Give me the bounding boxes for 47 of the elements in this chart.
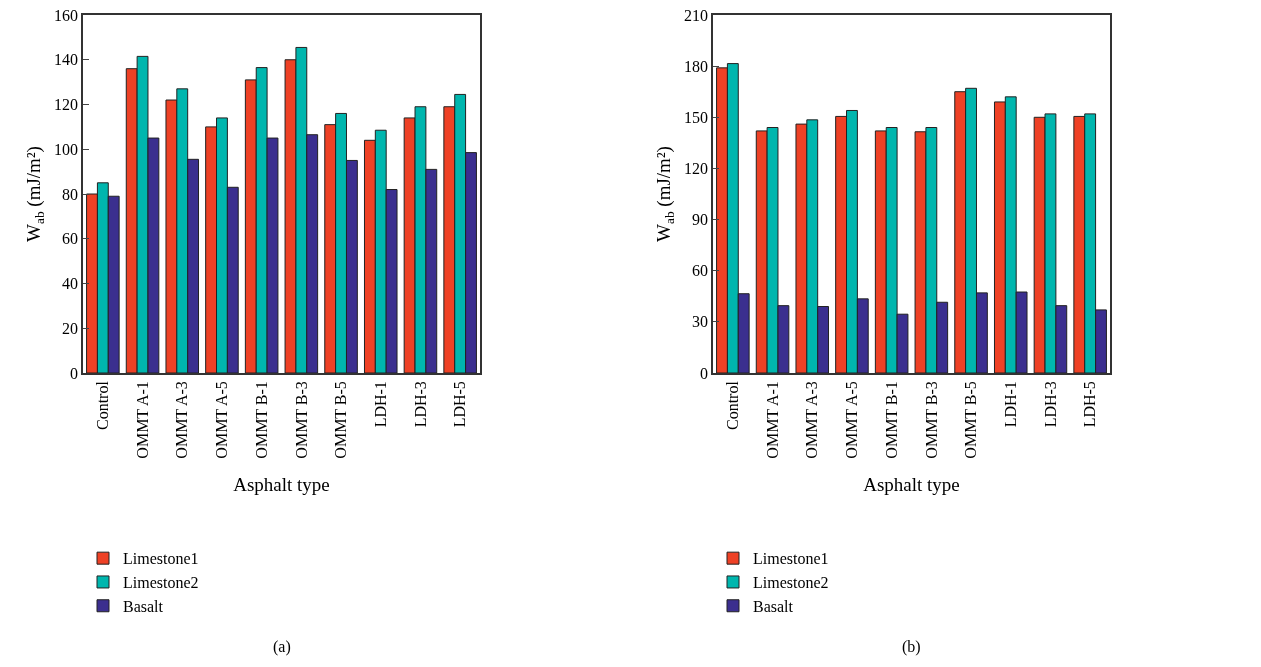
y-tick-label: 20 (62, 319, 79, 337)
x-tick-label: OMMT A-1 (763, 381, 781, 459)
y-tick-label: 180 (684, 57, 709, 75)
x-tick-label: OMMT B-5 (962, 381, 980, 459)
y-tick-label: 100 (54, 140, 79, 158)
x-tick-label: LDH-1 (371, 381, 389, 428)
legend-label: Limestone1 (753, 550, 829, 568)
x-tick-label: Control (94, 380, 112, 431)
legend-label: Limestone1 (123, 550, 199, 568)
legend-label: Basalt (753, 598, 794, 615)
x-tick-label: OMMT A-5 (213, 381, 231, 459)
y-tick-label: 40 (62, 275, 79, 293)
y-tick-label: 60 (62, 230, 79, 248)
y-tick-label: 0 (70, 364, 79, 382)
x-tick-label: OMMT B-1 (252, 381, 270, 459)
y-tick-label: 30 (692, 313, 709, 331)
y-tick-label: 210 (684, 6, 709, 24)
x-tick-label: LDH-5 (1081, 381, 1099, 428)
x-tick-label: OMMT B-3 (922, 381, 940, 459)
x-tick-label: Control (724, 380, 742, 431)
x-tick-label: LDH-5 (451, 381, 469, 428)
x-axis-title: Asphalt type (233, 473, 330, 495)
y-tick-label: 160 (54, 6, 79, 24)
y-tick-label: 120 (54, 96, 79, 114)
y-tick-label: 150 (684, 108, 709, 126)
legend-label: Basalt (123, 598, 164, 615)
y-tick-label: 90 (692, 211, 709, 229)
y-tick-label: 0 (700, 364, 709, 382)
y-tick-label: 80 (62, 185, 79, 203)
x-tick-label: OMMT A-1 (133, 381, 151, 459)
legend-label: Limestone2 (753, 574, 829, 592)
x-tick-label: LDH-3 (1041, 381, 1059, 428)
x-tick-label: OMMT A-3 (803, 381, 821, 459)
x-tick-label: OMMT B-5 (332, 381, 350, 459)
legend-label: Limestone2 (123, 574, 199, 592)
x-axis-title: Asphalt type (863, 473, 960, 495)
x-tick-label: OMMT A-5 (843, 381, 861, 459)
x-tick-label: OMMT B-3 (292, 381, 310, 459)
x-tick-label: OMMT B-1 (882, 381, 900, 459)
y-tick-label: 120 (684, 160, 709, 178)
x-tick-label: OMMT A-3 (173, 381, 191, 459)
y-tick-label: 140 (54, 51, 79, 69)
x-tick-label: LDH-1 (1001, 381, 1019, 428)
x-tick-label: LDH-3 (411, 381, 429, 428)
y-tick-label: 60 (692, 262, 709, 280)
text: (b) (902, 638, 921, 656)
text: (a) (273, 638, 291, 656)
